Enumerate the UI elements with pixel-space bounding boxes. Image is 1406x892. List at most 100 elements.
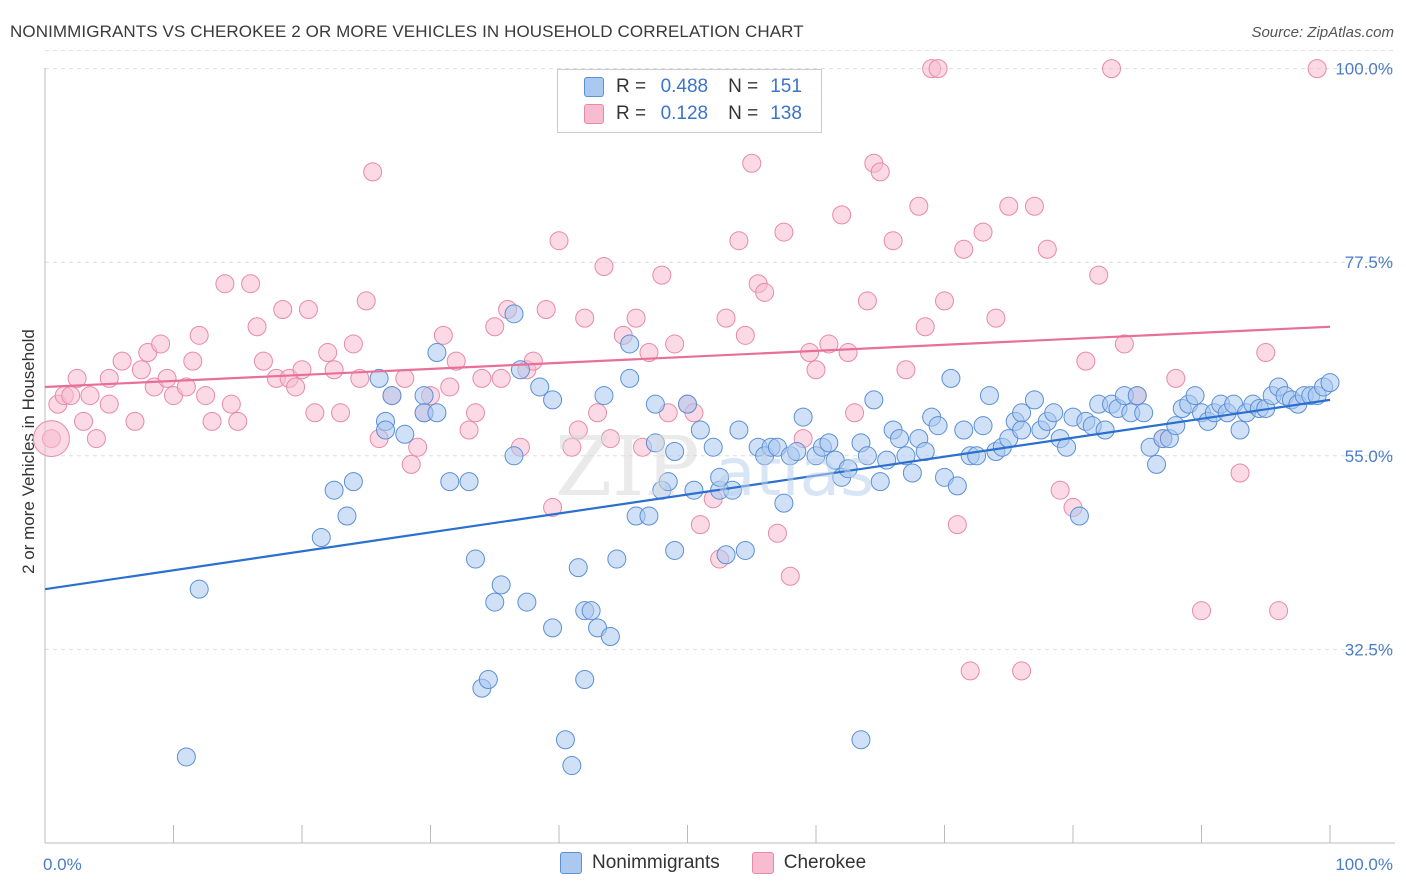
cherokee-point xyxy=(1012,661,1032,681)
blue-swatch-icon xyxy=(584,77,604,97)
nonimmigrants-point xyxy=(485,592,505,612)
y-tick-label: 32.5% xyxy=(1345,640,1393,659)
nonimmigrants-point xyxy=(729,420,749,440)
cherokee-points xyxy=(32,59,1327,681)
nonimmigrants-point xyxy=(967,446,987,466)
cherokee-point xyxy=(324,360,344,380)
cherokee-point xyxy=(690,515,710,535)
cherokee-point xyxy=(363,162,383,182)
nonimmigrants-point xyxy=(369,368,389,388)
nonimmigrants-points xyxy=(176,304,1340,776)
cherokee-point xyxy=(221,394,241,414)
nonimmigrants-point xyxy=(787,442,807,461)
cherokee-point xyxy=(588,403,608,423)
nonimmigrants-point xyxy=(562,756,582,776)
cherokee-point xyxy=(568,420,588,440)
cherokee-point xyxy=(729,231,749,251)
legend-n-label: N = xyxy=(728,103,759,124)
nonimmigrants-point xyxy=(594,386,614,406)
cherokee-point xyxy=(247,317,267,337)
nonimmigrants-trend-line xyxy=(44,398,1331,591)
cherokee-point xyxy=(1050,480,1070,500)
bottom-legend-label: Cherokee xyxy=(783,852,867,873)
nonimmigrants-point xyxy=(658,472,678,492)
cherokee-point xyxy=(1037,239,1057,259)
legend-r-label: R = xyxy=(616,76,647,97)
cherokee-point xyxy=(800,343,820,363)
cherokee-point xyxy=(755,282,775,302)
nonimmigrants-point xyxy=(1127,386,1147,406)
y-tick-label: 77.5% xyxy=(1345,253,1393,272)
nonimmigrants-point xyxy=(1320,373,1340,393)
nonimmigrants-point xyxy=(376,420,396,440)
cherokee-point xyxy=(1076,351,1096,371)
nonimmigrants-point xyxy=(678,394,697,414)
legend-row-cherokee: R = 0.128 N = 138 xyxy=(584,101,802,127)
cherokee-point xyxy=(626,308,646,328)
cherokee-point xyxy=(131,360,151,380)
cherokee-point xyxy=(459,420,479,440)
blue-swatch-icon xyxy=(560,852,582,874)
nonimmigrants-point xyxy=(902,463,922,483)
cherokee-point xyxy=(780,566,800,586)
cherokee-point xyxy=(253,351,273,371)
nonimmigrants-point xyxy=(517,592,537,612)
svg-text:atlas: atlas xyxy=(715,434,875,511)
nonimmigrants-point xyxy=(1185,386,1205,406)
cherokee-point xyxy=(305,403,325,423)
nonimmigrants-point xyxy=(1057,437,1077,457)
cherokee-point xyxy=(716,308,736,328)
nonimmigrants-point xyxy=(620,368,640,388)
nonimmigrants-point xyxy=(716,545,736,565)
cherokee-point xyxy=(960,661,980,681)
nonimmigrants-point xyxy=(427,403,447,423)
cherokee-point xyxy=(472,368,492,388)
nonimmigrants-point xyxy=(896,446,916,466)
bottom-legend-cherokee: Cherokee xyxy=(751,852,867,874)
cherokee-point xyxy=(485,317,505,337)
cherokee-point xyxy=(157,368,177,388)
cherokee-point xyxy=(915,317,935,337)
nonimmigrants-point xyxy=(568,558,588,578)
cherokee-point xyxy=(1192,601,1211,621)
cherokee-point xyxy=(845,403,865,423)
cherokee-point xyxy=(1230,463,1250,483)
nonimmigrants-point xyxy=(639,506,659,526)
cherokee-point xyxy=(986,308,1006,328)
axes xyxy=(44,68,1395,844)
nonimmigrants-point xyxy=(851,730,871,750)
nonimmigrants-point xyxy=(947,476,967,496)
cherokee-point xyxy=(298,300,318,320)
legend-n-label: N = xyxy=(728,76,759,97)
nonimmigrants-point xyxy=(870,472,890,492)
cherokee-point xyxy=(61,386,81,406)
cherokee-point xyxy=(491,368,511,388)
nonimmigrants-point xyxy=(491,575,511,595)
nonimmigrants-point xyxy=(979,386,999,406)
nonimmigrants-point xyxy=(710,467,730,487)
cherokee-point xyxy=(356,291,376,311)
nonimmigrants-point xyxy=(954,420,974,440)
cherokee-point xyxy=(228,411,248,431)
nonimmigrants-point xyxy=(478,670,498,690)
cherokee-point xyxy=(350,368,370,388)
cherokee-trend-line xyxy=(44,325,1331,389)
cherokee-point xyxy=(909,196,929,216)
cherokee-point xyxy=(883,231,903,251)
nonimmigrants-point xyxy=(324,480,344,500)
cherokee-point xyxy=(832,205,852,225)
svg-text:ZIP: ZIP xyxy=(555,420,700,515)
cherokee-point xyxy=(440,377,460,397)
nonimmigrants-point xyxy=(600,626,620,646)
cherokee-point xyxy=(819,334,839,354)
legend-r-label: R = xyxy=(616,103,647,124)
cherokee-point xyxy=(196,386,216,406)
cherokee-point xyxy=(241,274,261,294)
cherokee-point xyxy=(536,300,556,320)
cherokee-point xyxy=(1166,368,1186,388)
pink-swatch-icon xyxy=(751,852,774,874)
nonimmigrants-point xyxy=(819,433,839,453)
nonimmigrants-point xyxy=(395,424,415,444)
cherokee-point xyxy=(954,239,974,259)
